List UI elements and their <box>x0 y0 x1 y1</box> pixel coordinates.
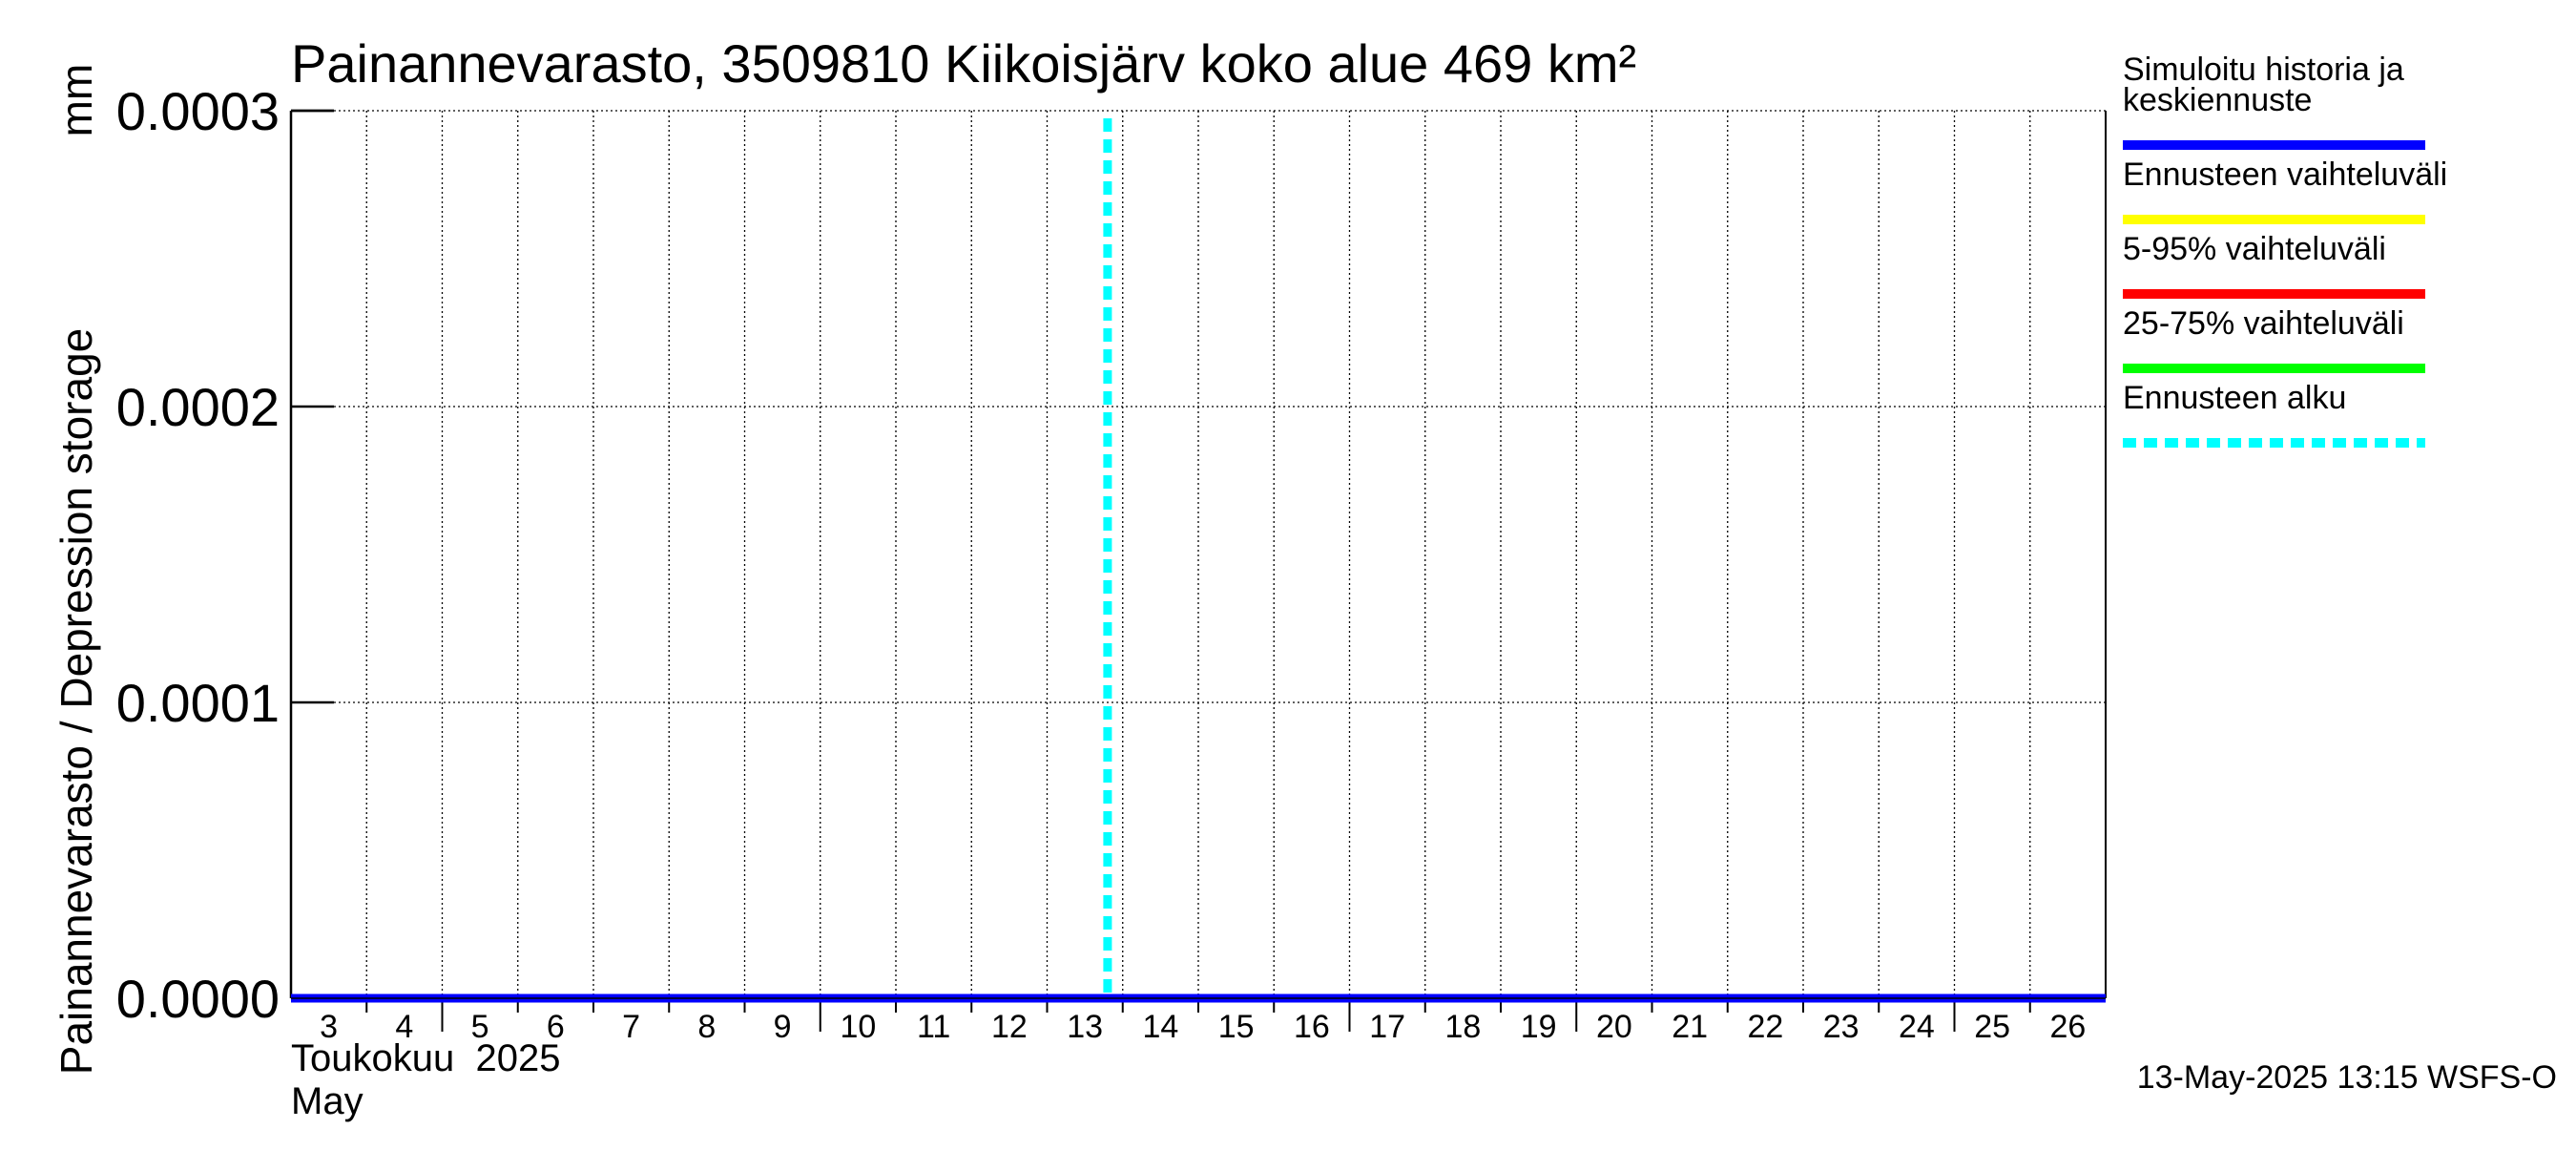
x-tick-label: 18 <box>1444 1009 1481 1045</box>
legend-label: Simuloitu historia ja <box>2123 52 2404 88</box>
chart-title: Painannevarasto, 3509810 Kiikoisjärv kok… <box>291 33 1636 94</box>
x-tick-label: 7 <box>622 1009 640 1045</box>
legend-label: Ennusteen vaihteluväli <box>2123 157 2447 193</box>
y-tick-label: 0.0003 <box>116 81 280 141</box>
x-tick-label: 26 <box>2049 1009 2086 1045</box>
legend-label: Ennusteen alku <box>2123 380 2346 416</box>
x-tick-label: 20 <box>1596 1009 1632 1045</box>
legend-label: keskiennuste <box>2123 82 2312 118</box>
x-tick-label: 5 <box>471 1009 489 1045</box>
y-tick-label: 0.0001 <box>116 673 280 733</box>
x-tick-label: 11 <box>917 1009 950 1045</box>
x-tick-label: 4 <box>395 1009 413 1045</box>
x-tick-label: 3 <box>320 1009 338 1045</box>
y-tick-label: 0.0000 <box>116 969 280 1029</box>
x-tick-label: 9 <box>774 1009 792 1045</box>
x-tick-label: 17 <box>1369 1009 1405 1045</box>
x-axis-month-label: Toukokuu 2025 <box>291 1037 560 1079</box>
x-tick-label: 8 <box>697 1009 716 1045</box>
footer-timestamp: 13-May-2025 13:15 WSFS-O <box>2137 1059 2557 1096</box>
x-tick-label: 21 <box>1672 1009 1708 1045</box>
x-tick-label: 22 <box>1747 1009 1783 1045</box>
x-tick-label: 25 <box>1974 1009 2010 1045</box>
x-tick-label: 10 <box>840 1009 876 1045</box>
grid <box>291 110 2106 998</box>
x-tick-label: 12 <box>991 1009 1028 1045</box>
y-axis-unit: mm <box>52 64 101 137</box>
x-tick-label: 16 <box>1294 1009 1330 1045</box>
x-axis-month-label-en: May <box>291 1080 364 1122</box>
x-tick-label: 6 <box>547 1009 565 1045</box>
y-axis-label: Painannevarasto / Depression storage <box>52 328 101 1075</box>
x-tick-label: 24 <box>1899 1009 1935 1045</box>
x-tick-label: 19 <box>1521 1009 1557 1045</box>
x-tick-label: 13 <box>1067 1009 1103 1045</box>
x-tick-label: 15 <box>1218 1009 1255 1045</box>
y-tick-label: 0.0002 <box>116 377 280 437</box>
legend-label: 25-75% vaihteluväli <box>2123 305 2404 342</box>
x-tick-label: 14 <box>1142 1009 1178 1045</box>
x-tick-label: 23 <box>1823 1009 1859 1045</box>
legend-label: 5-95% vaihteluväli <box>2123 231 2386 267</box>
